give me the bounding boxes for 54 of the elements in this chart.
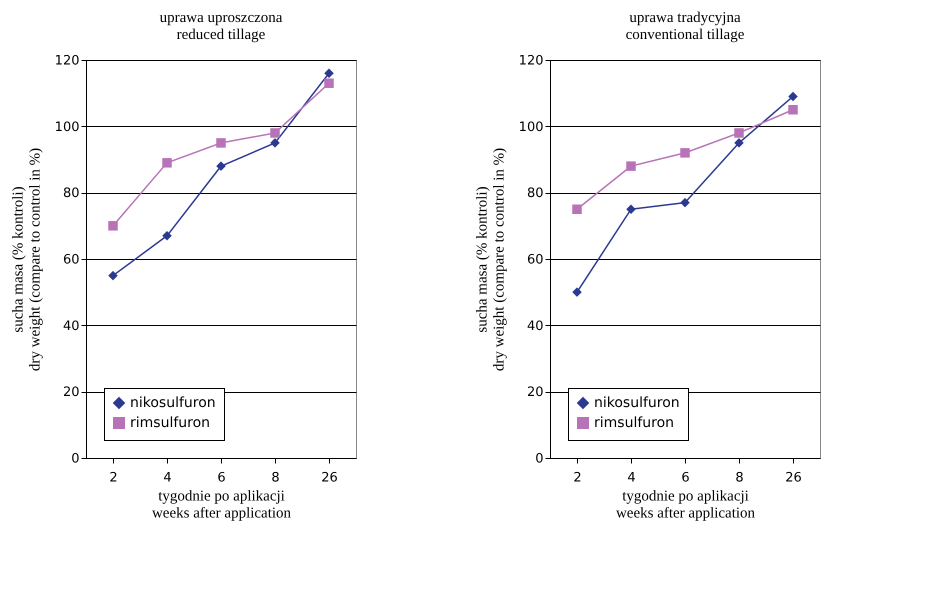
y-tick-label: 0 [71,452,80,466]
point [734,128,744,138]
point [788,92,798,102]
point [162,231,172,241]
x-tick-label: 26 [785,470,802,486]
point [734,138,744,148]
point [216,138,226,148]
y-tick-label: 60 [526,252,544,268]
y-tick-label: 20 [62,385,80,400]
x-tick-label: 4 [627,470,636,486]
x-tick-label: 6 [681,470,690,486]
point [162,158,172,168]
x-tick-label: 2 [573,470,582,486]
y-tick-label: 60 [62,252,80,268]
legend-label: nikosulfuron [130,395,216,411]
point [680,148,690,158]
point [626,161,636,171]
point [108,270,118,280]
point [108,221,118,231]
x-tick-label: 8 [735,470,744,486]
y-tick-label: 120 [518,54,544,68]
legend-label: nikosulfuron [594,395,680,411]
point [572,287,582,297]
point [324,68,334,78]
y-axis-title: sucha masa (% kontroli) dry weight (compare to control in %) [474,148,508,372]
y-tick-label: 40 [62,318,80,334]
y-tick-label: 0 [535,452,544,466]
y-tick-label: 80 [526,186,544,202]
chart-title: uprawa uproszczona reduced tillage [160,10,283,43]
point [626,204,636,214]
x-tick-label: 4 [163,470,172,486]
y-axis-title: sucha masa (% kontroli) dry weight (compare to control in %) [10,148,44,372]
point [680,198,690,208]
point [216,161,226,171]
y-tick-label: 80 [62,186,80,202]
point [788,105,798,114]
x-tick-label: 6 [217,470,226,486]
y-tick-label: 120 [54,54,80,68]
y-tick-label: 20 [526,385,544,400]
point [572,204,582,214]
y-tick-label: 40 [526,318,544,334]
x-tick-label: 8 [271,470,280,486]
legend-label: rimsulfuron [130,415,210,431]
y-tick-label: 100 [518,120,544,135]
x-tick-label: 2 [109,470,118,486]
point [324,78,334,88]
chart-title: uprawa tradycyjna conventional tillage [626,10,745,43]
legend-label: rimsulfuron [594,415,674,431]
x-axis-title: tygodnie po aplikacji weeks after application [616,488,756,522]
x-tick-label: 26 [321,470,338,486]
x-axis-title: tygodnie po aplikacji weeks after application [152,488,292,522]
y-tick-label: 100 [54,120,80,135]
point [270,138,280,148]
point [270,128,280,138]
